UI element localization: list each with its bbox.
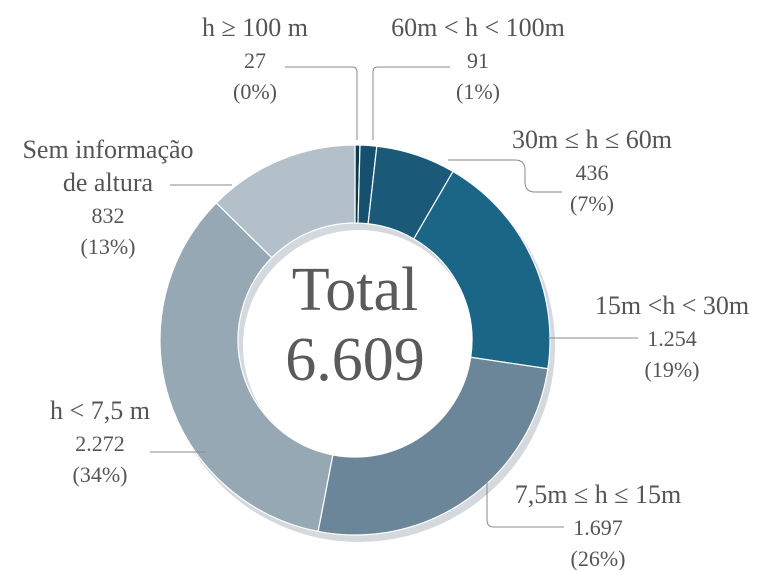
slice [317,356,549,536]
value-label: 27 [244,48,266,73]
percent-label: (19%) [645,357,700,382]
slice [215,144,356,259]
category-label: 60m < h < 100m [391,13,565,42]
value-label: 91 [467,48,489,73]
percent-label: (0%) [233,79,277,104]
percent-label: (34%) [73,462,128,487]
value-label: 1.254 [647,326,697,351]
percent-label: (26%) [571,546,626,570]
value-label: 1.697 [573,515,623,540]
slices [159,144,551,536]
category-label: 30m ≤ h ≤ 60m [512,125,672,154]
percent-label: (1%) [456,79,500,104]
leader-line [285,66,358,140]
center-title: Total [292,256,419,324]
value-label: 436 [576,160,609,185]
center-total: 6.609 [285,326,425,394]
percent-label: (13%) [81,234,136,259]
percent-label: (7%) [570,191,614,216]
leader-line [486,480,564,528]
category-label: Sem informação de altura [22,135,193,197]
slice [159,202,334,533]
category-label: 15m <h < 30m [595,291,749,320]
value-label: 2.272 [75,431,125,456]
category-label: h < 7,5 m [50,396,150,425]
leader-line [372,66,450,140]
category-label: h ≥ 100 m [202,13,308,42]
leader-line [448,159,562,193]
value-label: 832 [92,203,125,228]
category-label: 7,5m ≤ h ≤ 15m [515,480,682,509]
